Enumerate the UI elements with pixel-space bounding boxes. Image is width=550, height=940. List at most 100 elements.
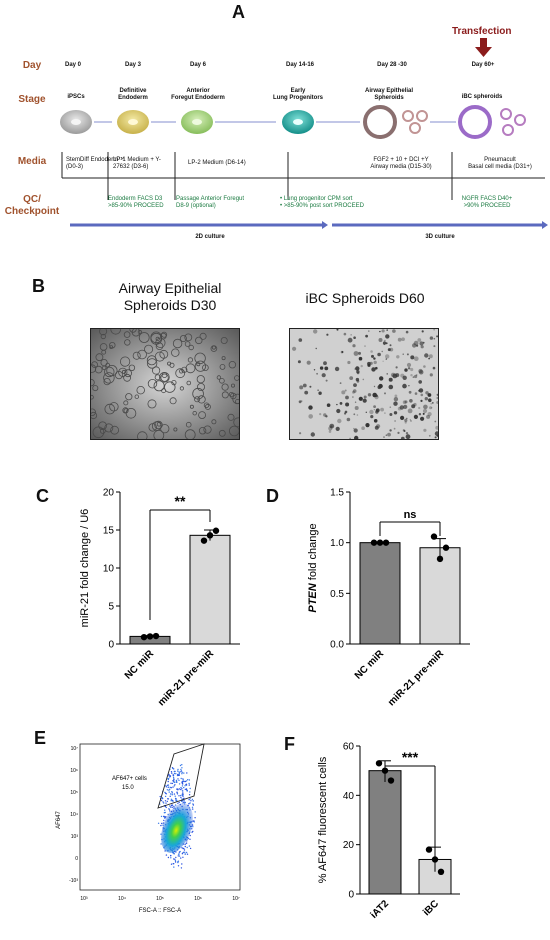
cell-dot	[424, 397, 428, 401]
row-label-qc: QC/ Checkpoint	[4, 194, 60, 217]
cell-dot	[373, 357, 376, 360]
stage-cells-diagram	[60, 105, 526, 139]
spheroid-outline	[218, 429, 226, 437]
flow-xlabel: FSC-A :: FSC-A	[139, 908, 181, 914]
spheroid-outline	[228, 392, 234, 398]
event-dot	[184, 801, 187, 804]
spheroid-outline	[167, 361, 172, 366]
event-dot	[193, 821, 195, 823]
cell-dot	[432, 366, 436, 370]
cell-dot	[326, 333, 329, 336]
event-dot	[175, 780, 178, 782]
event-dot	[184, 788, 186, 790]
cell-dot	[400, 415, 405, 420]
spheroid-outline	[184, 341, 191, 347]
event-dot	[173, 772, 176, 775]
spheroid-outline	[123, 373, 131, 382]
data-point	[140, 633, 148, 641]
cell-dot	[339, 402, 343, 405]
event-dot	[191, 806, 194, 808]
cell-dot	[420, 345, 424, 349]
event-dot	[178, 801, 180, 804]
event-dot	[169, 810, 171, 812]
event-dot	[174, 858, 176, 860]
cell-dot	[433, 329, 435, 331]
cell-dot	[386, 329, 388, 331]
cell-dot	[316, 372, 318, 375]
spheroid-outline	[192, 387, 204, 400]
flow-y-tick: 0	[75, 856, 78, 862]
cell-dot	[410, 355, 415, 360]
spheroid-outline	[233, 417, 239, 428]
event-dot	[172, 774, 174, 776]
event-dot	[184, 851, 186, 853]
spheroid-outline	[109, 342, 116, 349]
event-dot	[176, 788, 178, 790]
cell-dot	[388, 384, 394, 390]
event-dot	[191, 798, 194, 801]
spheroid-outline	[210, 345, 218, 352]
cell-dot	[370, 350, 373, 353]
cell-dot	[404, 421, 407, 424]
spheroid-outline	[228, 361, 237, 369]
row-label-media: Media	[17, 156, 47, 167]
cell-dot	[358, 351, 361, 355]
cell-dot	[360, 364, 363, 368]
cell-dot	[337, 418, 342, 424]
spheroid-outline	[91, 408, 96, 416]
cell-dot	[353, 428, 358, 433]
cell-dot	[352, 344, 356, 348]
spheroid-outline	[197, 383, 206, 392]
cell-dot	[374, 425, 379, 430]
event-dot	[181, 767, 183, 769]
event-dot	[183, 772, 185, 774]
cell-dot	[365, 334, 368, 338]
event-dot	[183, 799, 185, 802]
cell-dot	[436, 393, 438, 396]
event-dot	[182, 792, 184, 794]
spheroid-outline	[144, 344, 154, 354]
event-dot	[180, 768, 182, 771]
spheroid-outline	[105, 362, 111, 368]
cell-dot	[429, 406, 433, 410]
event-dot	[189, 787, 191, 790]
cell-dot	[335, 426, 340, 431]
event-dot	[175, 856, 177, 859]
spheroid-outline	[132, 351, 141, 360]
spheroid-outline	[192, 410, 197, 416]
bar-mir-21-pre-mir	[419, 547, 461, 645]
event-dot	[163, 812, 166, 814]
event-dot	[189, 834, 191, 837]
cell-dot	[412, 376, 415, 378]
cell-dot	[369, 409, 374, 415]
cell-dot	[407, 367, 411, 370]
spheroid-outline	[227, 413, 235, 421]
event-dot	[165, 802, 167, 804]
cell-dot	[387, 348, 391, 352]
cell-dot	[411, 404, 416, 409]
cell-dot	[405, 434, 411, 439]
cell-dot	[428, 434, 431, 437]
spheroid-outline	[147, 399, 157, 409]
cell-dot	[367, 393, 372, 397]
cell-dot	[399, 405, 404, 410]
significance-label: ***	[402, 749, 419, 765]
cell-dot	[323, 361, 327, 366]
cell-dot	[383, 339, 386, 342]
spheroid-outline	[221, 356, 226, 361]
spheroid-outline	[179, 386, 185, 391]
cell-dot	[404, 368, 408, 372]
spheroid-outline	[103, 377, 111, 386]
spheroid-outline	[185, 421, 192, 428]
cell-dot	[308, 405, 313, 410]
cell-dot	[414, 392, 418, 395]
event-dot	[169, 788, 171, 790]
flow-y-tick: 10⁷	[71, 746, 79, 752]
cell-dot	[428, 357, 430, 360]
cell-dot	[336, 408, 341, 414]
cell-dot	[400, 373, 405, 378]
panel-f-letter: F	[284, 734, 295, 754]
flow-plot-frame	[79, 743, 241, 891]
event-dot	[186, 846, 188, 849]
event-dot	[181, 771, 183, 773]
